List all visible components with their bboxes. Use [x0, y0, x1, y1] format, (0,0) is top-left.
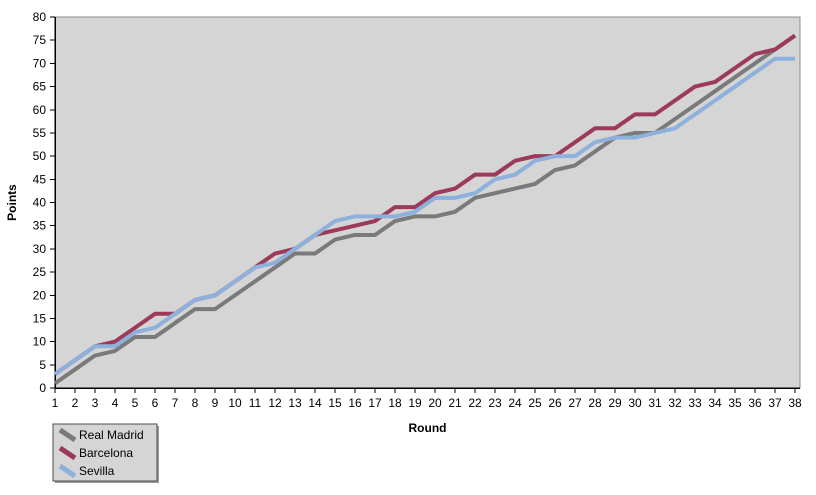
x-tick-label: 20 — [428, 396, 442, 410]
x-tick-label: 34 — [708, 396, 722, 410]
x-tick-label: 12 — [268, 396, 282, 410]
series-line-sevilla — [53, 56, 795, 376]
x-tick-label: 22 — [468, 396, 482, 410]
x-tick-label: 15 — [328, 396, 342, 410]
x-tick-label: 9 — [212, 396, 219, 410]
x-tick-label: 8 — [192, 396, 199, 410]
y-tick-label: 5 — [39, 358, 46, 372]
x-tick-label: 11 — [249, 396, 262, 410]
x-tick-label: 26 — [548, 396, 562, 410]
legend-marker-real-madrid — [58, 427, 77, 443]
x-tick-label: 30 — [628, 396, 642, 410]
y-tick-label: 10 — [33, 335, 47, 349]
x-tick-label: 29 — [608, 396, 622, 410]
y-tick-label: 30 — [33, 242, 47, 256]
legend-marker-barcelona — [58, 445, 77, 461]
x-tick-label: 19 — [408, 396, 422, 410]
y-tick-label: 45 — [33, 172, 47, 186]
legend-label-barcelona: Barcelona — [79, 446, 133, 460]
y-tick-label: 50 — [33, 149, 47, 163]
x-tick-label: 31 — [648, 396, 662, 410]
x-tick-label: 7 — [172, 396, 179, 410]
y-tick-label: 80 — [33, 10, 47, 24]
y-axis-title: Points — [5, 184, 19, 221]
x-tick-label: 21 — [448, 396, 462, 410]
x-tick-label: 36 — [748, 396, 762, 410]
x-tick-label: 6 — [152, 396, 159, 410]
y-tick-label: 55 — [33, 126, 47, 140]
x-axis-title: Round — [409, 421, 447, 435]
y-tick-label: 40 — [33, 196, 47, 210]
legend-label-real-madrid: Real Madrid — [79, 428, 144, 442]
x-tick-label: 16 — [348, 396, 362, 410]
x-tick-label: 33 — [688, 396, 702, 410]
x-tick-label: 2 — [72, 396, 79, 410]
x-tick-label: 23 — [488, 396, 502, 410]
legend-label-sevilla: Sevilla — [79, 464, 115, 478]
x-tick-label: 4 — [112, 396, 119, 410]
x-tick-label: 18 — [388, 396, 402, 410]
y-tick-label: 20 — [33, 288, 47, 302]
y-tick-label: 75 — [33, 33, 47, 47]
y-tick-label: 0 — [39, 381, 46, 395]
x-tick-label: 27 — [568, 396, 582, 410]
x-tick-label: 14 — [308, 396, 322, 410]
y-tick-label: 15 — [33, 311, 47, 325]
x-tick-label: 32 — [668, 396, 682, 410]
x-tick-label: 37 — [768, 396, 782, 410]
x-tick-label: 17 — [368, 396, 382, 410]
x-tick-label: 13 — [288, 396, 302, 410]
y-tick-label: 70 — [33, 56, 47, 70]
x-tick-label: 35 — [728, 396, 742, 410]
x-tick-label: 1 — [52, 396, 59, 410]
x-tick-label: 10 — [228, 396, 242, 410]
x-tick-label: 38 — [788, 396, 802, 410]
y-tick-label: 60 — [33, 103, 47, 117]
y-tick-label: 35 — [33, 219, 47, 233]
legend-marker-sevilla — [58, 463, 77, 479]
x-tick-label: 5 — [132, 396, 139, 410]
x-tick-label: 3 — [92, 396, 99, 410]
x-tick-label: 25 — [528, 396, 542, 410]
x-tick-label: 24 — [508, 396, 522, 410]
series-line-real-madrid — [53, 33, 797, 386]
y-tick-label: 65 — [33, 80, 47, 94]
y-tick-label: 25 — [33, 265, 47, 279]
x-tick-label: 28 — [588, 396, 602, 410]
